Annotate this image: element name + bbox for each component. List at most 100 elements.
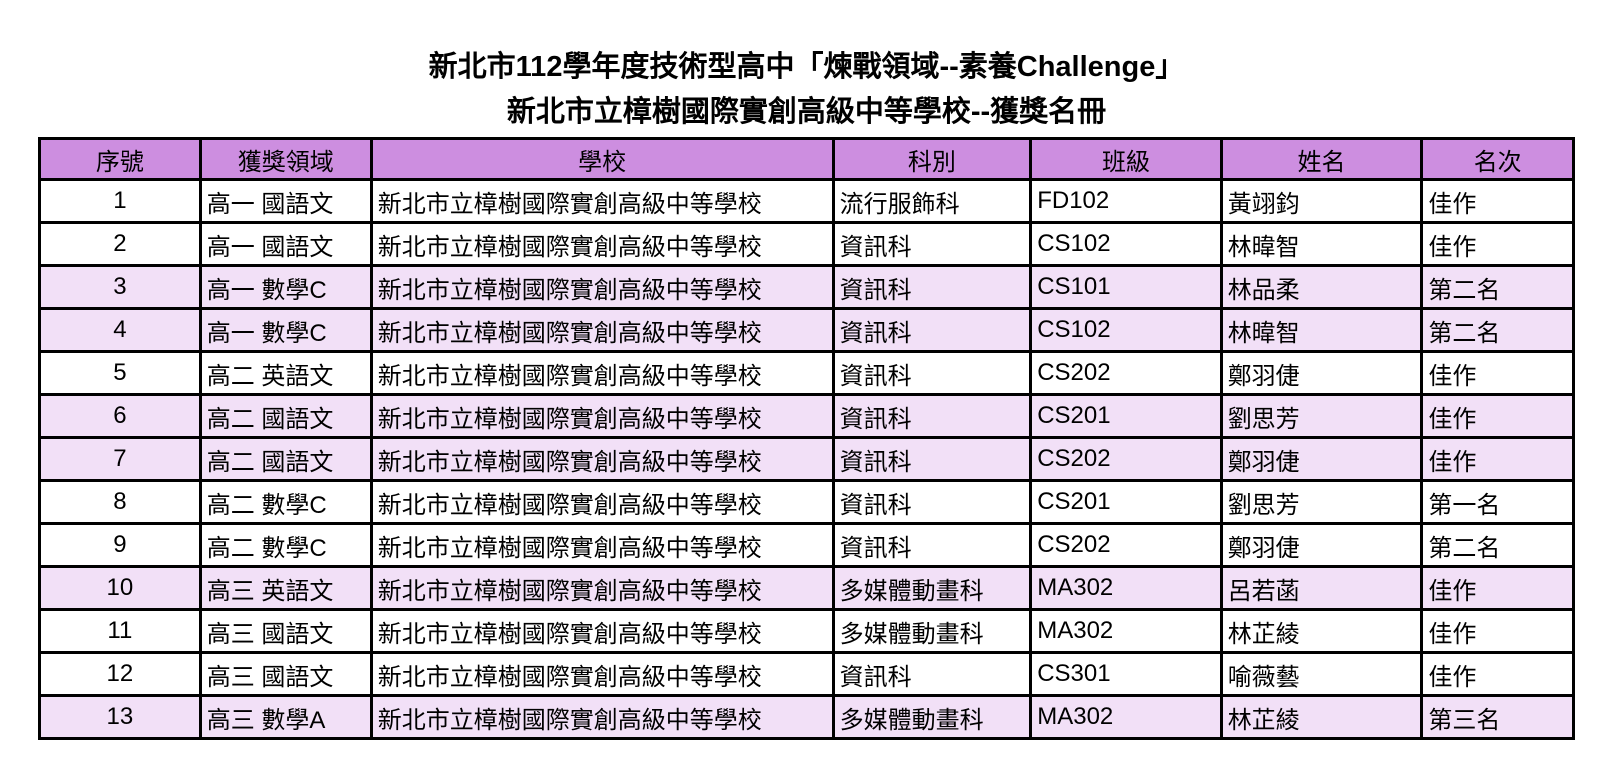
table-row: 2 高一 國語文 新北市立樟樹國際實創高級中等學校 資訊科 CS102 林暐智 佳作 — [38, 221, 1575, 267]
cell-class: MA302 — [1029, 608, 1223, 654]
cell-class: CS102 — [1029, 307, 1223, 353]
cell-dept: 多媒體動畫科 — [831, 608, 1033, 654]
cell-class: CS202 — [1029, 436, 1223, 482]
cell-rank: 佳作 — [1420, 221, 1575, 267]
cell-no: 2 — [38, 221, 202, 267]
table-row: 13 高三 數學A 新北市立樟樹國際實創高級中等學校 多媒體動畫科 MA302 林芷綾 第三… — [38, 694, 1575, 740]
cell-field: 高三 英語文 — [198, 565, 373, 611]
cell-name: 林芷綾 — [1219, 694, 1424, 740]
column-header-class: 班級 — [1029, 137, 1223, 181]
table-row: 3 高一 數學C 新北市立樟樹國際實創高級中等學校 資訊科 CS101 林品柔 第二名 — [38, 264, 1575, 310]
cell-rank: 佳作 — [1420, 393, 1575, 439]
cell-field: 高一 數學C — [198, 307, 373, 353]
cell-field: 高三 國語文 — [198, 651, 373, 697]
cell-rank: 佳作 — [1420, 178, 1575, 224]
table-row: 7 高二 國語文 新北市立樟樹國際實創高級中等學校 資訊科 CS202 鄭羽倢 佳作 — [38, 436, 1575, 482]
cell-name: 喻薇藝 — [1219, 651, 1424, 697]
cell-name: 林暐智 — [1219, 307, 1424, 353]
table-row: 5 高二 英語文 新北市立樟樹國際實創高級中等學校 資訊科 CS202 鄭羽倢 佳作 — [38, 350, 1575, 396]
cell-no: 6 — [38, 393, 202, 439]
table-row: 4 高一 數學C 新北市立樟樹國際實創高級中等學校 資訊科 CS102 林暐智 第二名 — [38, 307, 1575, 353]
cell-no: 4 — [38, 307, 202, 353]
cell-class: CS102 — [1029, 221, 1223, 267]
cell-school: 新北市立樟樹國際實創高級中等學校 — [369, 694, 835, 740]
cell-rank: 第二名 — [1420, 264, 1575, 310]
cell-school: 新北市立樟樹國際實創高級中等學校 — [369, 608, 835, 654]
cell-school: 新北市立樟樹國際實創高級中等學校 — [369, 479, 835, 525]
cell-field: 高二 數學C — [198, 479, 373, 525]
cell-no: 13 — [38, 694, 202, 740]
cell-name: 林暐智 — [1219, 221, 1424, 267]
cell-rank: 佳作 — [1420, 651, 1575, 697]
column-header-field: 獲獎領域 — [198, 137, 373, 181]
cell-dept: 資訊科 — [831, 522, 1033, 568]
cell-name: 呂若菡 — [1219, 565, 1424, 611]
award-table: 序號 獲獎領域 學校 科別 班級 姓名 名次 1 高一 國語文 新北市立樟樹國際實創高級中等學校… — [38, 137, 1575, 740]
cell-school: 新北市立樟樹國際實創高級中等學校 — [369, 393, 835, 439]
document-title-line1: 新北市112學年度技術型高中「煉戰領域--素養Challenge」 — [428, 51, 1185, 83]
cell-dept: 資訊科 — [831, 307, 1033, 353]
cell-school: 新北市立樟樹國際實創高級中等學校 — [369, 522, 835, 568]
cell-name: 鄭羽倢 — [1219, 350, 1424, 396]
cell-field: 高二 數學C — [198, 522, 373, 568]
cell-field: 高一 國語文 — [198, 178, 373, 224]
cell-rank: 第二名 — [1420, 307, 1575, 353]
document-titles: 新北市112學年度技術型高中「煉戰領域--素養Challenge」 新北市立樟樹… — [38, 0, 1575, 130]
cell-name: 鄭羽倢 — [1219, 436, 1424, 482]
cell-school: 新北市立樟樹國際實創高級中等學校 — [369, 565, 835, 611]
cell-dept: 多媒體動畫科 — [831, 694, 1033, 740]
cell-rank: 第三名 — [1420, 694, 1575, 740]
cell-dept: 資訊科 — [831, 479, 1033, 525]
column-header-school: 學校 — [369, 137, 835, 181]
cell-name: 林芷綾 — [1219, 608, 1424, 654]
table-header: 序號 獲獎領域 學校 科別 班級 姓名 名次 — [38, 137, 1575, 181]
cell-rank: 佳作 — [1420, 608, 1575, 654]
header-row: 序號 獲獎領域 學校 科別 班級 姓名 名次 — [38, 137, 1575, 181]
cell-rank: 佳作 — [1420, 350, 1575, 396]
cell-class: CS202 — [1029, 350, 1223, 396]
cell-field: 高三 國語文 — [198, 608, 373, 654]
cell-no: 10 — [38, 565, 202, 611]
cell-rank: 第二名 — [1420, 522, 1575, 568]
cell-name: 林品柔 — [1219, 264, 1424, 310]
cell-rank: 第一名 — [1420, 479, 1575, 525]
cell-field: 高一 國語文 — [198, 221, 373, 267]
table-body: 1 高一 國語文 新北市立樟樹國際實創高級中等學校 流行服飾科 FD102 黃翊鈞 佳作 2 高… — [38, 178, 1575, 740]
cell-field: 高二 英語文 — [198, 350, 373, 396]
table-row: 6 高二 國語文 新北市立樟樹國際實創高級中等學校 資訊科 CS201 劉思芳 佳作 — [38, 393, 1575, 439]
column-header-rank: 名次 — [1420, 137, 1575, 181]
cell-no: 3 — [38, 264, 202, 310]
cell-name: 劉思芳 — [1219, 393, 1424, 439]
cell-name: 劉思芳 — [1219, 479, 1424, 525]
table-row: 10 高三 英語文 新北市立樟樹國際實創高級中等學校 多媒體動畫科 MA302 呂若菡 佳作 — [38, 565, 1575, 611]
table-row: 11 高三 國語文 新北市立樟樹國際實創高級中等學校 多媒體動畫科 MA302 林芷綾 佳作 — [38, 608, 1575, 654]
cell-no: 12 — [38, 651, 202, 697]
cell-class: CS101 — [1029, 264, 1223, 310]
document-title-line2: 新北市立樟樹國際實創高級中等學校--獲獎名冊 — [506, 96, 1107, 128]
cell-class: CS202 — [1029, 522, 1223, 568]
cell-no: 9 — [38, 522, 202, 568]
cell-no: 11 — [38, 608, 202, 654]
cell-field: 高二 國語文 — [198, 436, 373, 482]
cell-dept: 資訊科 — [831, 350, 1033, 396]
cell-dept: 多媒體動畫科 — [831, 565, 1033, 611]
cell-class: CS201 — [1029, 393, 1223, 439]
column-header-no: 序號 — [38, 137, 202, 181]
cell-dept: 資訊科 — [831, 393, 1033, 439]
cell-school: 新北市立樟樹國際實創高級中等學校 — [369, 651, 835, 697]
cell-school: 新北市立樟樹國際實創高級中等學校 — [369, 264, 835, 310]
cell-class: FD102 — [1029, 178, 1223, 224]
cell-school: 新北市立樟樹國際實創高級中等學校 — [369, 178, 835, 224]
cell-field: 高一 數學C — [198, 264, 373, 310]
cell-rank: 佳作 — [1420, 565, 1575, 611]
cell-school: 新北市立樟樹國際實創高級中等學校 — [369, 350, 835, 396]
cell-field: 高二 國語文 — [198, 393, 373, 439]
cell-no: 1 — [38, 178, 202, 224]
table-row: 9 高二 數學C 新北市立樟樹國際實創高級中等學校 資訊科 CS202 鄭羽倢 第二名 — [38, 522, 1575, 568]
cell-class: CS301 — [1029, 651, 1223, 697]
cell-dept: 資訊科 — [831, 221, 1033, 267]
column-header-name: 姓名 — [1219, 137, 1424, 181]
cell-field: 高三 數學A — [198, 694, 373, 740]
cell-dept: 資訊科 — [831, 651, 1033, 697]
